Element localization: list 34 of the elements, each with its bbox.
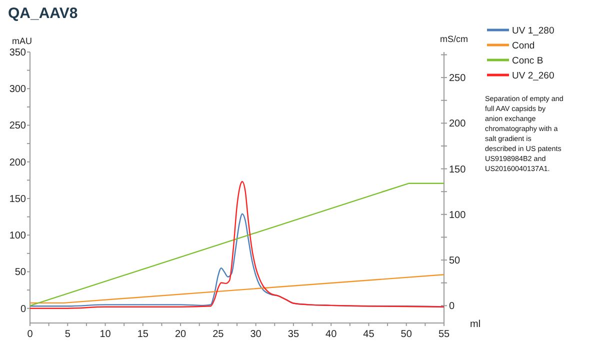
y2-tick-label: 0 [449, 301, 455, 312]
x-tick-label: 45 [363, 329, 375, 340]
y2-tick-label: 100 [449, 210, 466, 221]
x-tick-label: 40 [326, 329, 338, 340]
x-tick-label: 15 [137, 329, 149, 340]
x-tick-label: 35 [288, 329, 300, 340]
y-tick-label: 150 [9, 194, 26, 205]
y-tick-label: 100 [9, 230, 26, 242]
x-tick-label: 30 [250, 329, 262, 340]
x-tick-label: 0 [27, 329, 34, 340]
x-tick-label: 25 [212, 329, 224, 340]
y-tick-label: 0 [20, 304, 26, 315]
x-tick-label: 10 [100, 329, 112, 340]
legend-label: UV 2_260 [512, 70, 554, 82]
y-tick-label: 350 [9, 48, 26, 58]
x-tick-label: 5 [64, 329, 71, 340]
legend-label: Cond [512, 40, 535, 52]
y2-axis-title: mS/cm [440, 34, 468, 44]
legend-label: UV 1_280 [512, 26, 554, 36]
y-tick-label: 200 [9, 157, 26, 168]
chart-title: QA_AAV8 [8, 5, 78, 22]
y2-tick-label: 50 [449, 256, 461, 267]
y-tick-label: 50 [14, 267, 26, 278]
y-axis-title: mAU [12, 36, 32, 46]
legend-label: Conc B [512, 56, 544, 66]
x-axis-title: ml [470, 319, 481, 330]
y-tick-label: 300 [9, 84, 26, 96]
x-tick-label: 50 [400, 329, 412, 340]
y2-tick-label: 250 [449, 73, 466, 84]
y-tick-label: 250 [9, 120, 26, 132]
x-tick-label: 55 [438, 329, 450, 340]
y2-tick-label: 200 [449, 118, 466, 130]
y2-tick-label: 150 [449, 164, 466, 176]
x-tick-label: 20 [174, 329, 187, 340]
